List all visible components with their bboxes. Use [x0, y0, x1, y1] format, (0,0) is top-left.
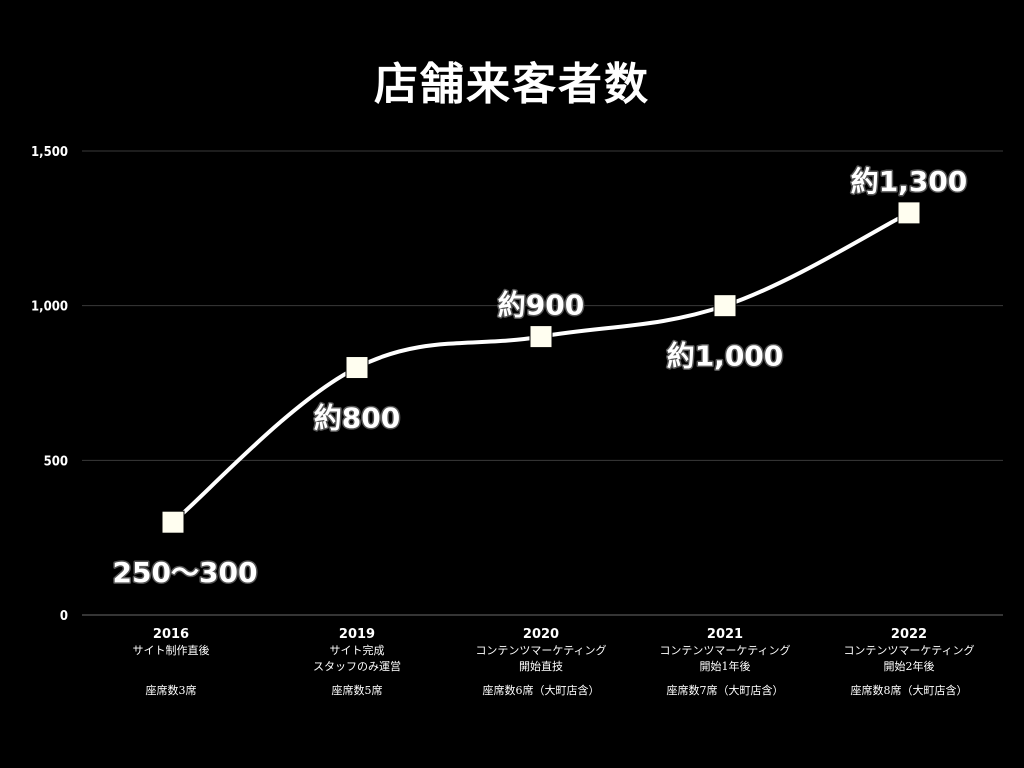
x-category-description: コンテンツマーケティング	[475, 643, 606, 657]
data-point-2020	[529, 325, 553, 349]
x-category-year: 2019	[339, 627, 375, 642]
x-category-year: 2022	[891, 627, 927, 642]
data-labels: 250〜300 約800 約900 約1,000 約1,300	[111, 163, 969, 590]
x-category-description: サイト制作直後	[133, 643, 210, 657]
series-line-visitors	[171, 210, 911, 525]
data-point-2019	[345, 356, 369, 380]
grid-layer	[82, 150, 1003, 616]
chart-title: 店舗来客者数	[374, 59, 650, 110]
data-point-2016	[161, 510, 185, 534]
data-point-2021	[713, 294, 737, 318]
data-point-markers	[161, 201, 921, 534]
x-category-seats: 座席数8席（大町店含）	[851, 683, 968, 697]
y-tick-label: 1,000	[31, 300, 68, 315]
x-category-seats: 座席数7席（大町店含）	[667, 683, 784, 697]
x-category-description: 開始2年後	[884, 659, 935, 673]
y-tick-label: 1,500	[31, 145, 68, 160]
x-category-description: 開始直技	[519, 659, 563, 673]
x-category-seats: 座席数3席	[146, 683, 197, 697]
x-category-seats: 座席数5席	[332, 683, 383, 697]
data-label-2022: 約1,300	[851, 165, 968, 198]
x-category-description: スタッフのみ運営	[313, 659, 401, 673]
data-label-2021: 約1,000	[667, 340, 784, 373]
data-label-2019: 約800	[314, 402, 400, 435]
x-category-year: 2021	[707, 627, 743, 642]
x-category-description: サイト完成	[330, 643, 385, 657]
x-category-description: 開始1年後	[700, 659, 751, 673]
data-point-2022	[897, 201, 921, 225]
x-category-year: 2020	[523, 627, 559, 642]
x-category-description: コンテンツマーケティング	[659, 643, 790, 657]
y-tick-label: 0	[60, 609, 68, 624]
y-axis-ticks: 0 500 1,000 1,500	[31, 145, 68, 624]
x-category-seats: 座席数6席（大町店含）	[483, 683, 600, 697]
data-label-2016: 250〜300	[113, 556, 258, 589]
x-category-description: コンテンツマーケティング	[843, 643, 974, 657]
data-label-2020: 約900	[498, 289, 584, 322]
y-tick-label: 500	[44, 454, 68, 469]
x-category-year: 2016	[153, 627, 189, 642]
